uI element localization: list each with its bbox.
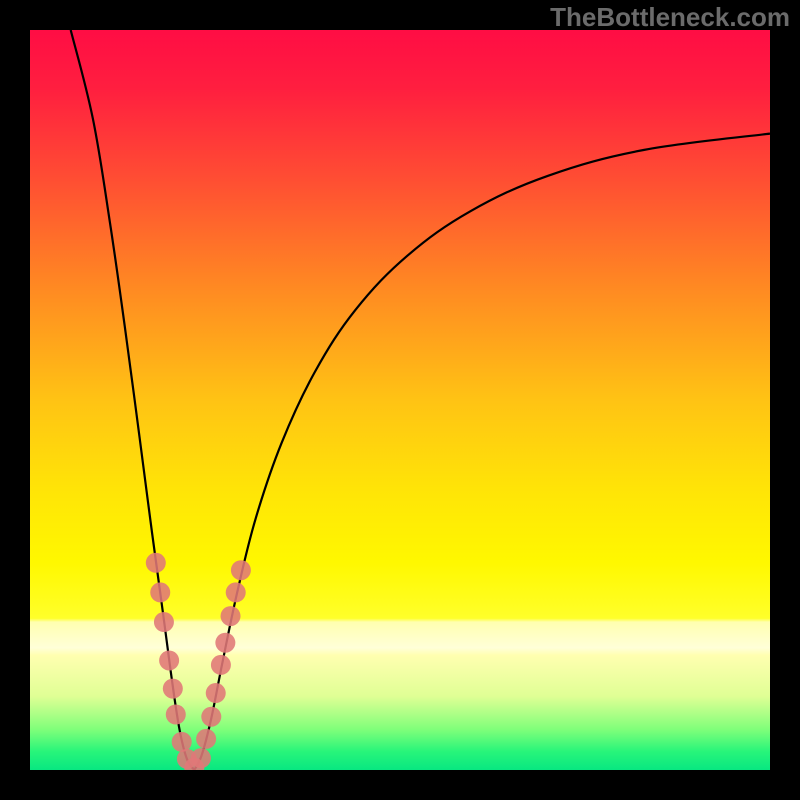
data-marker: [166, 705, 186, 725]
data-marker: [146, 553, 166, 573]
data-marker: [211, 655, 231, 675]
chart-frame: TheBottleneck.com: [0, 0, 800, 800]
data-marker: [191, 748, 211, 768]
data-marker: [172, 732, 192, 752]
data-marker: [206, 683, 226, 703]
data-marker: [196, 729, 216, 749]
data-marker: [159, 650, 179, 670]
marker-cluster: [146, 553, 251, 770]
data-marker: [201, 707, 221, 727]
data-marker: [226, 582, 246, 602]
plot-area: [30, 30, 770, 770]
data-marker: [215, 633, 235, 653]
data-marker: [231, 560, 251, 580]
data-marker: [221, 606, 241, 626]
data-marker: [154, 612, 174, 632]
watermark-text: TheBottleneck.com: [550, 2, 790, 33]
bottleneck-curve-right: [194, 134, 770, 770]
data-marker: [150, 582, 170, 602]
curve-layer: [30, 30, 770, 770]
data-marker: [163, 679, 183, 699]
